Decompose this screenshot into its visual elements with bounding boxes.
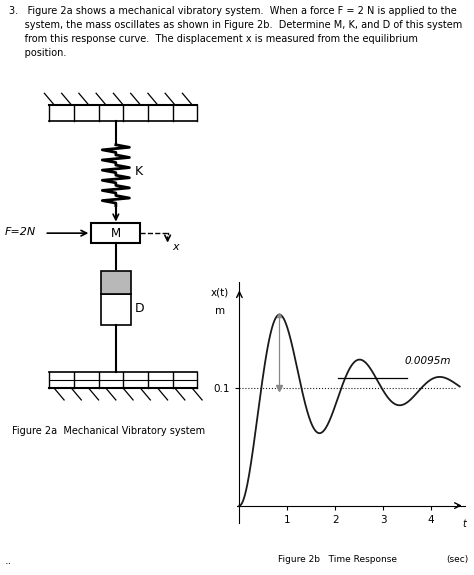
Bar [101, 271, 131, 294]
Text: m: m [215, 305, 225, 316]
Text: M: M [111, 227, 121, 240]
Text: (sec): (sec) [446, 555, 468, 564]
Text: K: K [134, 165, 143, 178]
Text: 0.0095m: 0.0095m [405, 356, 451, 366]
Text: ..: .. [5, 555, 12, 566]
Text: t: t [462, 519, 466, 529]
Text: Figure 2a  Mechanical Vibratory system: Figure 2a Mechanical Vibratory system [12, 426, 205, 436]
Text: x: x [173, 242, 179, 252]
Text: F=2N: F=2N [5, 227, 36, 237]
Text: x(t): x(t) [211, 288, 229, 298]
Bar [101, 294, 131, 325]
Text: D: D [134, 302, 144, 315]
Text: Figure 2b   Time Response: Figure 2b Time Response [278, 555, 397, 564]
Text: 3.   Figure 2a shows a mechanical vibratory system.  When a force F = 2 N is app: 3. Figure 2a shows a mechanical vibrator… [9, 6, 463, 58]
Bar [91, 223, 140, 243]
